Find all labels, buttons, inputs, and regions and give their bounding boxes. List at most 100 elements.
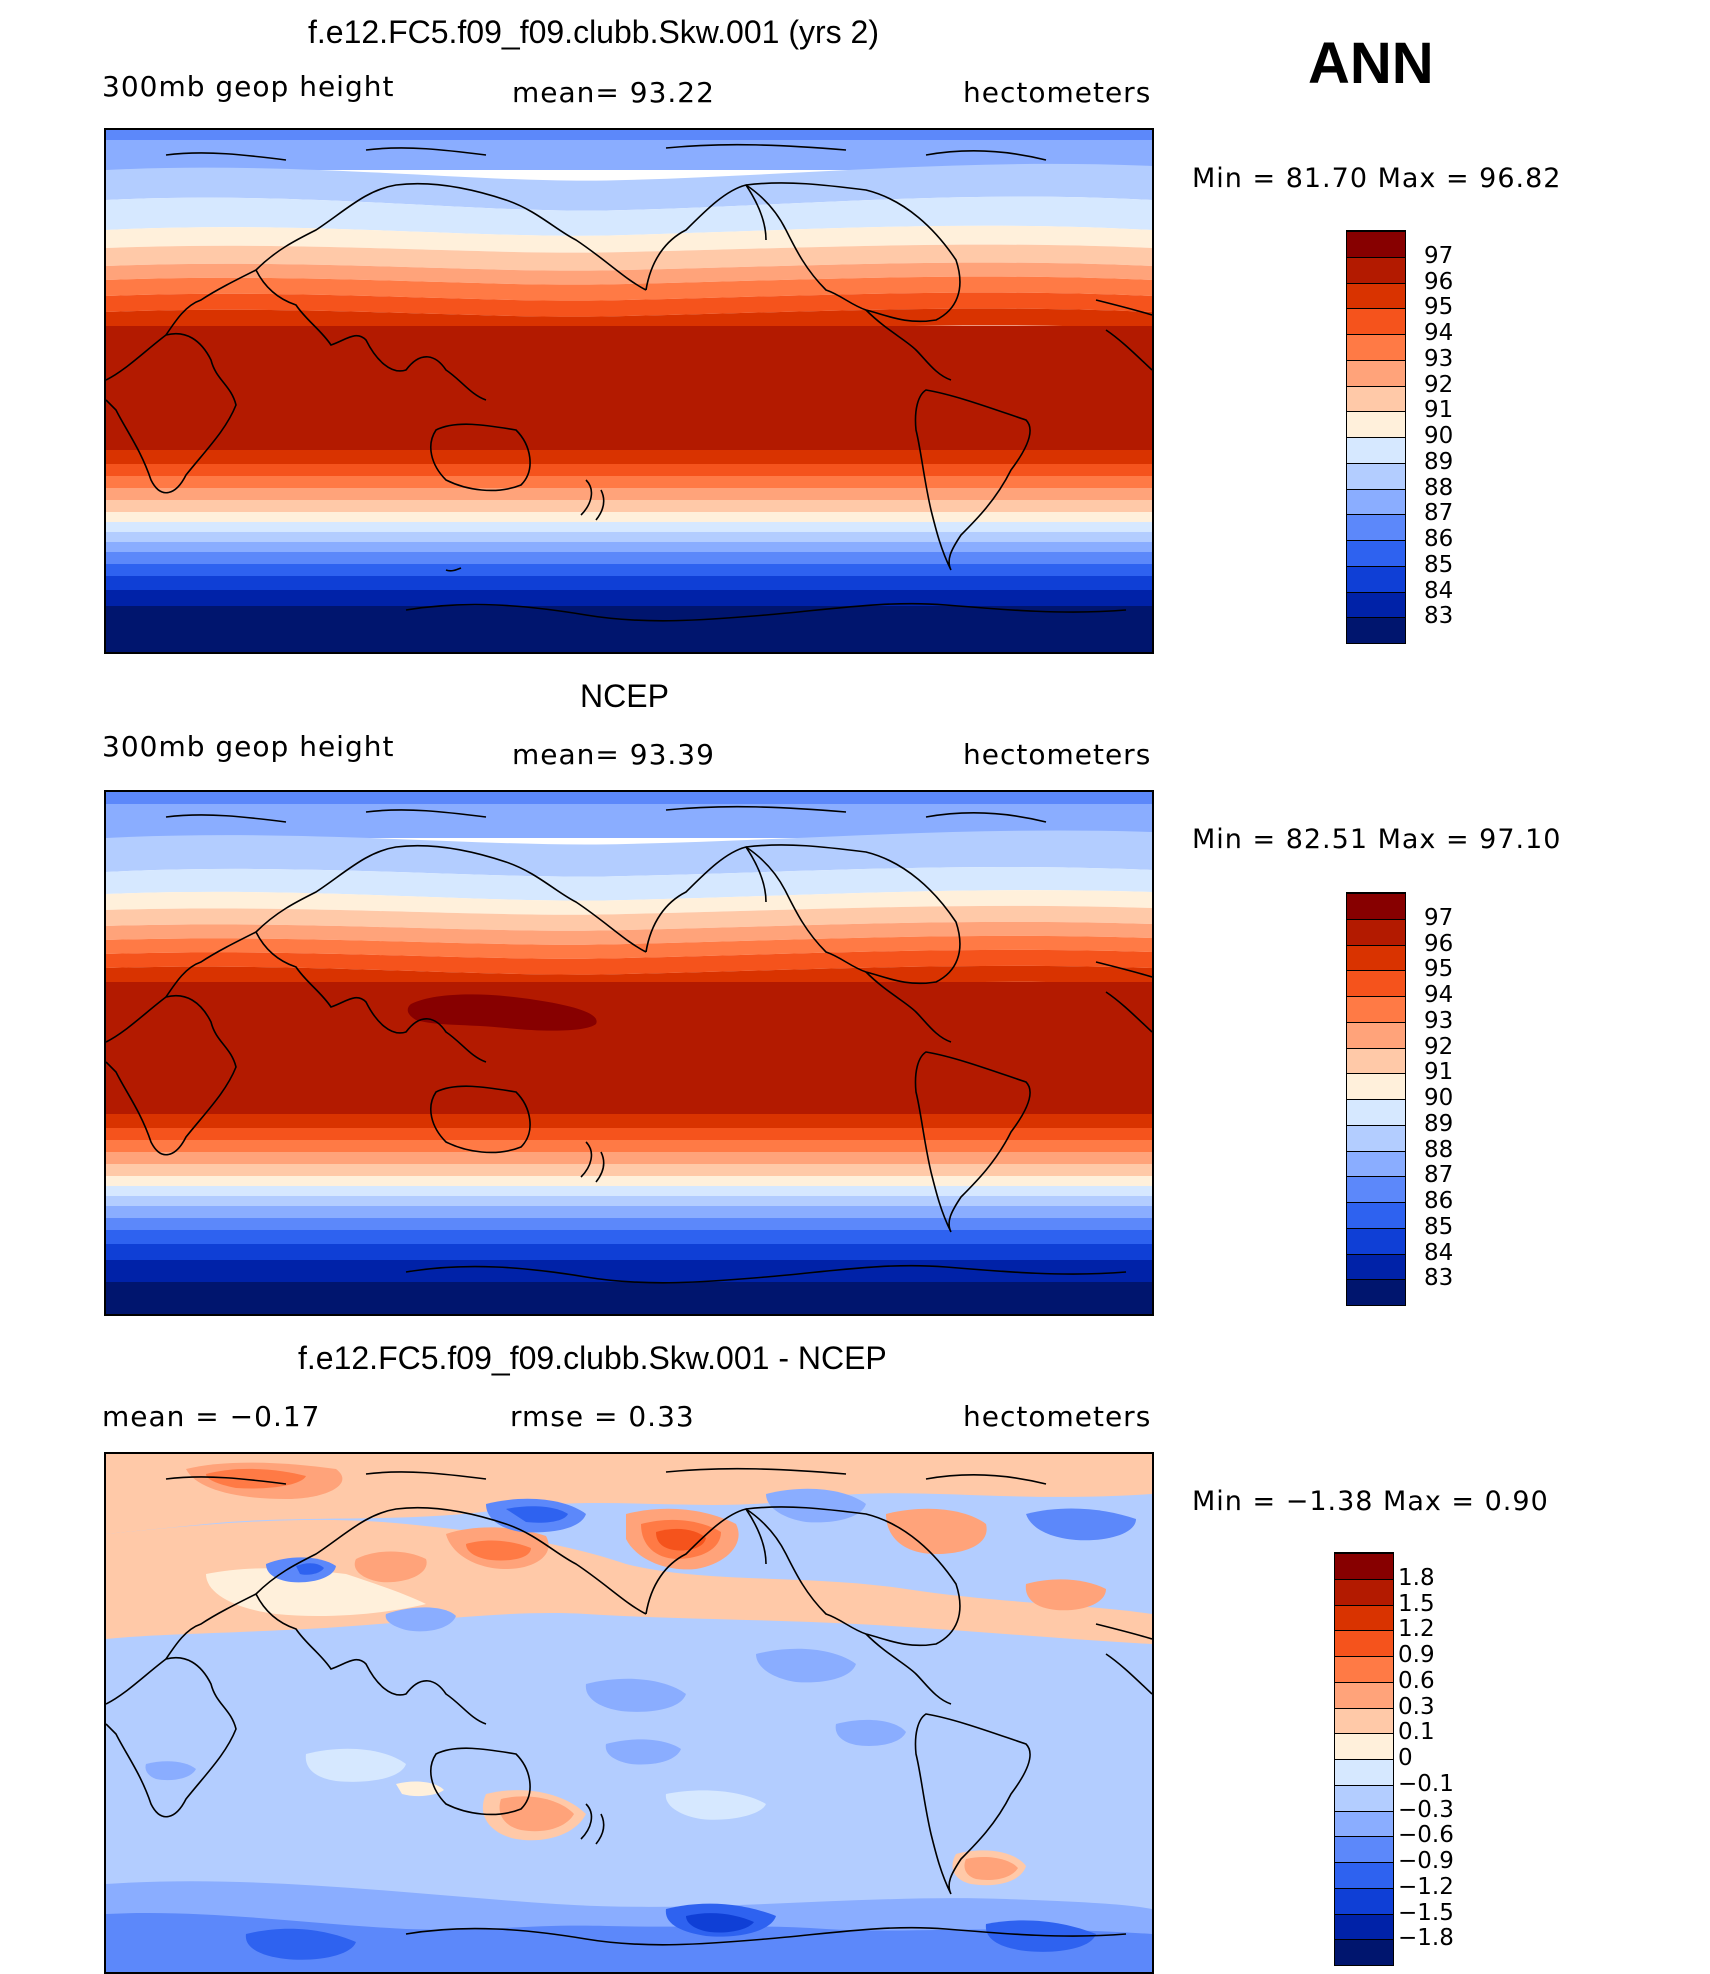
panel-2-mean-label: mean= 93.39 xyxy=(512,738,715,771)
colorbar-swatch xyxy=(1347,918,1405,945)
panel-1-colorbar xyxy=(1346,230,1406,644)
colorbar-swatch xyxy=(1347,540,1405,566)
colorbar-tick-label: 86 xyxy=(1424,1188,1454,1214)
colorbar-swatch xyxy=(1335,1836,1393,1862)
colorbar-swatch xyxy=(1347,565,1405,592)
colorbar-tick-label: 92 xyxy=(1424,1033,1454,1060)
colorbar-swatch xyxy=(1347,1202,1405,1228)
panel-2-map xyxy=(104,790,1154,1316)
colorbar-tick-label: 88 xyxy=(1424,1136,1454,1163)
colorbar-swatch xyxy=(1347,617,1405,643)
colorbar-tick-label: 95 xyxy=(1424,294,1454,321)
colorbar-swatch xyxy=(1335,1939,1393,1965)
colorbar-tick-label: 90 xyxy=(1424,1085,1454,1111)
colorbar-swatch xyxy=(1347,514,1405,540)
colorbar-tick-label: 1.2 xyxy=(1398,1616,1435,1643)
colorbar-tick-label: 87 xyxy=(1424,500,1454,527)
colorbar-tick-label: 83 xyxy=(1424,603,1454,630)
colorbar-tick-label: 96 xyxy=(1424,930,1454,957)
colorbar-tick-label: 86 xyxy=(1424,526,1454,552)
colorbar-swatch xyxy=(1347,591,1405,618)
panel-3-mean-label: mean = −0.17 xyxy=(102,1400,321,1433)
colorbar-swatch xyxy=(1347,1253,1405,1280)
colorbar-swatch xyxy=(1335,1578,1393,1605)
colorbar-swatch xyxy=(1335,1733,1393,1759)
colorbar-swatch xyxy=(1347,282,1405,309)
colorbar-swatch xyxy=(1347,488,1405,515)
colorbar-tick-label: 90 xyxy=(1424,423,1454,449)
colorbar-tick-label: 89 xyxy=(1424,448,1454,475)
colorbar-swatch xyxy=(1347,334,1405,360)
panel-2-title: NCEP xyxy=(580,678,669,714)
colorbar-swatch xyxy=(1347,385,1405,412)
colorbar-swatch xyxy=(1347,1176,1405,1202)
colorbar-swatch xyxy=(1347,1279,1405,1305)
colorbar-tick-label: −0.6 xyxy=(1398,1822,1454,1849)
colorbar-swatch xyxy=(1347,1124,1405,1151)
colorbar-swatch xyxy=(1347,1150,1405,1177)
panel-3-rmse-label: rmse = 0.33 xyxy=(510,1400,695,1433)
panel-1-contour-plot xyxy=(106,130,1152,652)
colorbar-swatch xyxy=(1335,1707,1393,1734)
colorbar-swatch xyxy=(1335,1759,1393,1785)
panel-2-colorbar xyxy=(1346,892,1406,1306)
colorbar-swatch xyxy=(1347,970,1405,996)
colorbar-swatch xyxy=(1347,308,1405,334)
colorbar-swatch xyxy=(1335,1656,1393,1682)
colorbar-swatch xyxy=(1347,1021,1405,1048)
colorbar-swatch xyxy=(1335,1862,1393,1888)
colorbar-tick-label: −0.1 xyxy=(1398,1770,1454,1797)
colorbar-tick-label: 1.8 xyxy=(1398,1564,1435,1591)
colorbar-tick-label: 91 xyxy=(1424,1059,1454,1086)
panel-1-minmax-label: Min = 81.70 Max = 96.82 xyxy=(1192,163,1562,194)
colorbar-tick-label: 96 xyxy=(1424,268,1454,295)
panel-2-contour-plot xyxy=(106,792,1152,1314)
panel-3-title: f.e12.FC5.f09_f09.clubb.Skw.001 - NCEP xyxy=(298,1340,887,1376)
colorbar-swatch xyxy=(1347,1047,1405,1074)
colorbar-swatch xyxy=(1347,231,1405,257)
panel-1-variable-label: 300mb geop height xyxy=(102,70,395,103)
colorbar-tick-label: 83 xyxy=(1424,1265,1454,1292)
colorbar-tick-label: 97 xyxy=(1424,242,1454,269)
colorbar-tick-label: 85 xyxy=(1424,1213,1454,1240)
panel-2-units-label: hectometers xyxy=(963,738,1152,771)
colorbar-swatch xyxy=(1335,1604,1393,1631)
panel-1-units-label: hectometers xyxy=(963,76,1152,109)
panel-3-colorbar xyxy=(1334,1552,1394,1966)
colorbar-tick-label: 84 xyxy=(1424,577,1454,604)
colorbar-tick-label: 92 xyxy=(1424,371,1454,398)
colorbar-swatch xyxy=(1347,1227,1405,1254)
panel-2-minmax-label: Min = 82.51 Max = 97.10 xyxy=(1192,824,1562,855)
panel-1-title: f.e12.FC5.f09_f09.clubb.Skw.001 (yrs 2) xyxy=(308,14,879,50)
colorbar-tick-label: 87 xyxy=(1424,1162,1454,1189)
colorbar-tick-label: 0 xyxy=(1398,1745,1413,1771)
colorbar-tick-label: 88 xyxy=(1424,474,1454,501)
colorbar-tick-label: 1.5 xyxy=(1398,1590,1435,1617)
colorbar-swatch xyxy=(1335,1887,1393,1914)
colorbar-tick-label: 84 xyxy=(1424,1239,1454,1266)
panel-3-map xyxy=(104,1452,1154,1974)
colorbar-tick-label: −1.5 xyxy=(1398,1899,1454,1926)
colorbar-tick-label: 97 xyxy=(1424,904,1454,931)
colorbar-tick-label: 0.6 xyxy=(1398,1667,1435,1694)
colorbar-tick-label: −0.9 xyxy=(1398,1848,1454,1874)
panel-3-minmax-label: Min = −1.38 Max = 0.90 xyxy=(1192,1486,1549,1517)
colorbar-tick-label: 0.9 xyxy=(1398,1642,1435,1668)
colorbar-swatch xyxy=(1335,1810,1393,1837)
colorbar-swatch xyxy=(1347,462,1405,489)
colorbar-tick-label: −1.8 xyxy=(1398,1925,1454,1952)
colorbar-tick-label: −0.3 xyxy=(1398,1796,1454,1823)
panel-1-map xyxy=(104,128,1154,654)
colorbar-tick-label: −1.2 xyxy=(1398,1873,1454,1900)
colorbar-swatch xyxy=(1347,1099,1405,1125)
panel-1-mean-label: mean= 93.22 xyxy=(512,76,715,109)
colorbar-swatch xyxy=(1347,893,1405,919)
colorbar-tick-label: 93 xyxy=(1424,345,1454,372)
colorbar-swatch xyxy=(1335,1913,1393,1940)
panel-3-contour-plot xyxy=(106,1454,1152,1972)
colorbar-tick-label: 89 xyxy=(1424,1110,1454,1137)
season-label: ANN xyxy=(1308,31,1434,96)
panel-3-units-label: hectometers xyxy=(963,1400,1152,1433)
colorbar-swatch xyxy=(1335,1681,1393,1708)
colorbar-tick-label: 94 xyxy=(1424,982,1454,1008)
